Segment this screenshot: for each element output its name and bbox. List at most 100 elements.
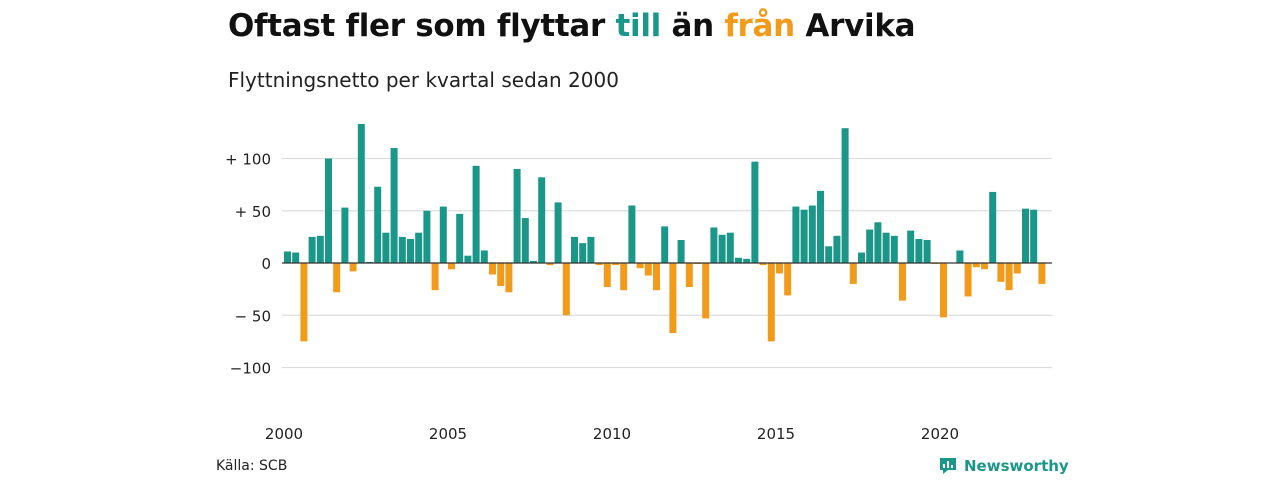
bar (653, 263, 660, 291)
bar (628, 205, 636, 263)
bar (669, 263, 677, 334)
bar (612, 263, 619, 266)
bar (1022, 208, 1029, 263)
bar (284, 251, 291, 263)
bar (833, 235, 841, 263)
brand-name: Newsworthy (964, 457, 1069, 475)
bar (595, 263, 603, 266)
bar (923, 240, 931, 263)
bar (800, 209, 808, 263)
y-tick-label: 0 (261, 255, 271, 273)
bar (989, 191, 997, 263)
bar (718, 234, 726, 263)
bar (702, 263, 710, 319)
bar (620, 263, 628, 291)
y-axis-ticks: + 100 + 50 0 − 50 −100 (225, 151, 271, 378)
bar (710, 227, 718, 263)
bar (423, 210, 431, 263)
bar (513, 168, 521, 263)
y-tick-label: −100 (230, 360, 271, 378)
bar (357, 124, 365, 263)
bar (349, 263, 357, 272)
bar (1030, 209, 1038, 263)
bar (603, 263, 611, 288)
bar (899, 263, 906, 301)
bar (849, 263, 857, 284)
y-tick-label: + 50 (235, 203, 271, 221)
bar (472, 165, 480, 263)
source-label: Källa: SCB (216, 458, 288, 474)
bar (489, 263, 496, 275)
bar (685, 263, 693, 288)
x-tick-label: 2010 (593, 425, 631, 443)
bar (661, 226, 669, 263)
bar (1038, 263, 1046, 284)
title-negative-word: från (724, 8, 795, 44)
bar (456, 213, 464, 263)
bar (1005, 263, 1013, 291)
chart-subtitle: Flyttningsnetto per kvartal sedan 2000 (228, 68, 619, 92)
bar (759, 263, 767, 266)
bar (981, 263, 988, 270)
bar (890, 235, 898, 263)
bar (300, 263, 308, 342)
title-mid: än (660, 8, 725, 44)
brand-logo: Newsworthy (938, 456, 1069, 476)
bar (972, 263, 980, 268)
bar (308, 236, 316, 263)
bar (767, 263, 775, 342)
bar (448, 263, 455, 270)
bar (792, 206, 800, 263)
x-tick-label: 2000 (265, 425, 303, 443)
bar (407, 238, 414, 263)
bar (554, 202, 562, 263)
x-axis-ticks: 2000 2005 2010 2015 2020 (265, 425, 959, 443)
bar (915, 238, 923, 263)
newsworthy-logo-icon (940, 458, 956, 474)
bar (431, 263, 439, 291)
title-positive-word: till (615, 8, 661, 44)
bar (644, 263, 652, 276)
bar (546, 263, 554, 266)
bar (464, 255, 472, 263)
bar (1013, 263, 1021, 274)
bar (784, 263, 792, 296)
bar (858, 252, 865, 263)
bar (333, 263, 341, 293)
bar (571, 236, 578, 263)
x-tick-label: 2005 (429, 425, 467, 443)
bar (808, 205, 816, 263)
bar (907, 230, 915, 263)
grid-lines (282, 157, 1052, 369)
bar (374, 186, 382, 263)
bar (866, 229, 874, 263)
bar (677, 240, 685, 263)
bar (841, 128, 849, 263)
bar (776, 263, 783, 274)
x-tick-label: 2020 (921, 425, 959, 443)
bar (743, 258, 751, 263)
bar (997, 263, 1005, 282)
bar (882, 232, 890, 263)
title-part2: Arvika (794, 8, 916, 44)
bar (341, 207, 349, 263)
bar (538, 177, 546, 263)
y-tick-label: − 50 (235, 307, 271, 325)
bar (398, 236, 406, 263)
bar (530, 260, 537, 263)
bar (940, 263, 947, 318)
bar (964, 263, 972, 297)
bars-group (284, 124, 1046, 342)
bar (292, 252, 300, 263)
bar (956, 250, 964, 263)
bar (497, 263, 505, 286)
bar (505, 263, 513, 293)
bar (390, 148, 398, 263)
bar (874, 222, 882, 263)
x-tick-label: 2015 (757, 425, 795, 443)
bar (521, 218, 529, 263)
bar (636, 263, 644, 269)
bar (562, 263, 570, 316)
bar (751, 161, 759, 263)
